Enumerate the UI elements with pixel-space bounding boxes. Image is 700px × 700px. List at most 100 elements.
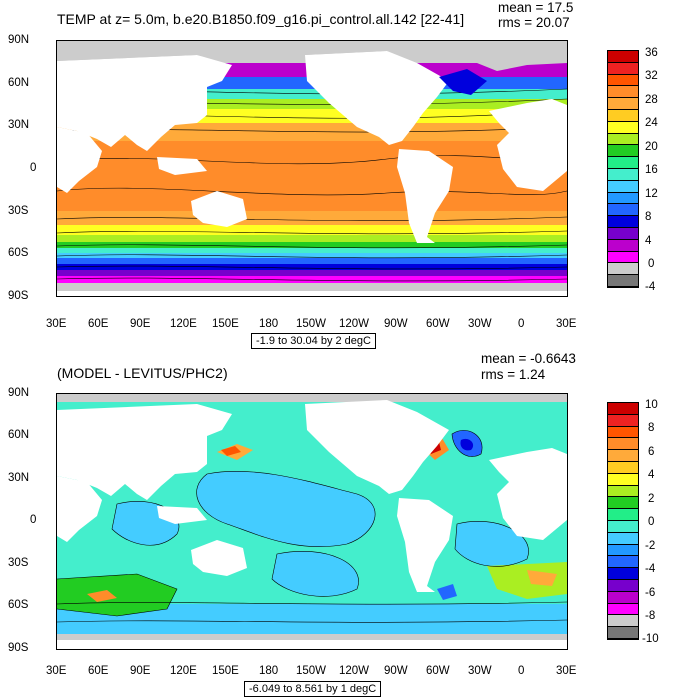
lon-tick: 150W (296, 665, 327, 677)
colorbar-swatch (608, 627, 638, 639)
colorbar (607, 402, 639, 640)
colorbar-tick: -10 (642, 633, 659, 645)
lat-tick: 90S (8, 290, 29, 302)
lon-tick: 60W (426, 318, 450, 330)
range-label: -1.9 to 30.04 by 2 degC (251, 333, 376, 349)
lon-tick: 30W (468, 665, 492, 677)
lat-tick: 60N (8, 77, 30, 89)
colorbar-tick: 8 (648, 422, 655, 434)
lon-tick: 90W (384, 318, 408, 330)
colorbar-swatch (608, 251, 638, 264)
colorbar-swatch (608, 497, 638, 510)
lon-tick: 180 (259, 318, 279, 330)
colorbar-swatch (608, 485, 638, 498)
colorbar-swatch (608, 473, 638, 486)
colorbar-swatch (608, 227, 638, 240)
colorbar-swatch (608, 544, 638, 557)
colorbar (607, 50, 639, 288)
colorbar-tick: 6 (648, 446, 655, 458)
rms-value: rms = 1.24 (481, 367, 546, 382)
panel-title: TEMP at z= 5.0m, b.e20.B1850.f09_g16.pi_… (57, 11, 465, 27)
colorbar-swatch (608, 204, 638, 217)
colorbar-tick: 16 (645, 164, 658, 176)
lon-tick: 90E (130, 318, 151, 330)
colorbar-swatch (608, 109, 638, 122)
colorbar-tick: 4 (645, 235, 652, 247)
lon-tick: 120W (339, 665, 370, 677)
lon-tick: 150E (212, 318, 239, 330)
colorbar-tick: 8 (645, 211, 652, 223)
colorbar-tick: 36 (645, 47, 658, 59)
colorbar-swatch (608, 438, 638, 451)
colorbar-swatch (608, 591, 638, 604)
colorbar-swatch (608, 556, 638, 569)
colorbar-swatch (608, 62, 638, 75)
lat-tick: 60N (8, 429, 30, 441)
lat-tick: 90N (8, 34, 30, 46)
lat-tick: 30N (8, 119, 30, 131)
colorbar-swatch (608, 509, 638, 521)
lat-tick: 30S (8, 557, 29, 569)
colorbar-tick: -2 (645, 540, 656, 552)
lon-tick: 60E (88, 318, 109, 330)
temperature-map (56, 40, 568, 297)
colorbar-swatch (608, 461, 638, 474)
lat-tick: 90S (8, 642, 29, 654)
rms-value: rms = 20.07 (498, 15, 570, 30)
lon-tick: 120E (170, 318, 197, 330)
lat-tick: 60S (8, 599, 29, 611)
lat-tick: 30N (8, 472, 30, 484)
mean-value: mean = 17.5 (498, 0, 574, 15)
mean-value: mean = -0.6643 (481, 351, 576, 366)
colorbar-swatch (608, 74, 638, 87)
lon-tick: 180 (259, 665, 279, 677)
colorbar-swatch (608, 180, 638, 193)
colorbar-tick: 0 (648, 516, 655, 528)
colorbar-swatch (608, 263, 638, 276)
range-label: -6.049 to 8.561 by 1 degC (244, 681, 382, 697)
colorbar-tick: -8 (645, 610, 656, 622)
difference-map (56, 393, 568, 650)
lon-tick: 0 (518, 318, 525, 330)
lon-tick: 30E (46, 665, 67, 677)
colorbar-swatch (608, 275, 638, 287)
lat-tick: 0 (30, 514, 37, 526)
colorbar-tick: -4 (645, 563, 656, 575)
colorbar-swatch (608, 86, 638, 99)
lon-tick: 90W (384, 665, 408, 677)
colorbar-tick: 32 (645, 70, 658, 82)
lon-tick: 60W (426, 665, 450, 677)
colorbar-swatch (608, 98, 638, 110)
colorbar-tick: 28 (645, 94, 658, 106)
colorbar-swatch (608, 568, 638, 580)
lon-tick: 30W (468, 318, 492, 330)
colorbar-swatch (608, 532, 638, 545)
colorbar-swatch (608, 145, 638, 158)
lon-tick: 150W (296, 318, 327, 330)
lon-tick: 90E (130, 665, 151, 677)
panel-title: (MODEL - LEVITUS/PHC2) (57, 365, 228, 381)
colorbar-tick: 20 (645, 141, 658, 153)
colorbar-swatch (608, 168, 638, 181)
colorbar-swatch (608, 192, 638, 205)
colorbar-swatch (608, 216, 638, 228)
colorbar-swatch (608, 157, 638, 169)
colorbar-tick: 12 (645, 188, 658, 200)
colorbar-tick: 4 (648, 469, 655, 481)
colorbar-swatch (608, 520, 638, 533)
colorbar-tick: 0 (648, 258, 655, 270)
colorbar-swatch (608, 133, 638, 146)
colorbar-tick: -6 (645, 587, 656, 599)
colorbar-swatch (608, 603, 638, 616)
lon-tick: 30E (46, 318, 67, 330)
colorbar-swatch (608, 579, 638, 592)
lat-tick: 30S (8, 205, 29, 217)
colorbar-tick: 10 (645, 399, 658, 411)
colorbar-swatch (608, 403, 638, 415)
colorbar-swatch (608, 426, 638, 439)
lon-tick: 60E (88, 665, 109, 677)
lat-tick: 0 (30, 162, 37, 174)
lon-tick: 120E (170, 665, 197, 677)
colorbar-tick: -4 (645, 281, 656, 293)
lon-tick: 120W (339, 318, 370, 330)
